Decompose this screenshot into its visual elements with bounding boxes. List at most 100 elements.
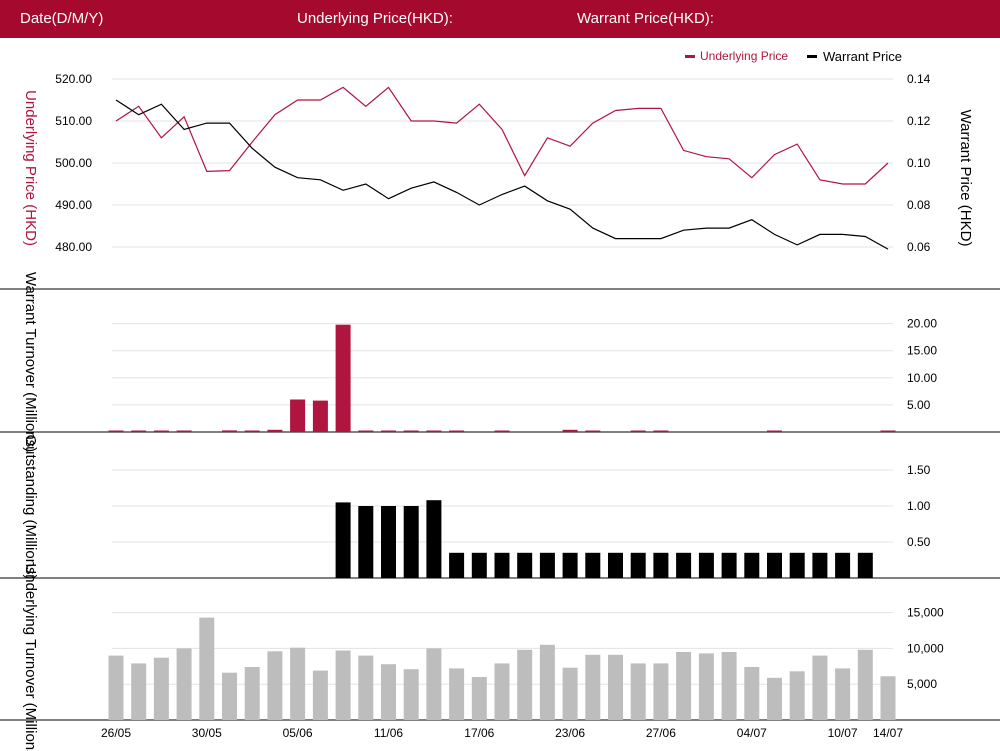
x-tick-label: 17/06	[464, 726, 494, 740]
panel1-bar	[630, 430, 646, 432]
panel1-bar	[381, 430, 396, 432]
panel3-bar	[153, 657, 169, 720]
panel2-bar	[539, 552, 555, 578]
legend-warrant-swatch	[807, 55, 817, 58]
panel2-bar	[698, 552, 714, 578]
panel1-tick: 20.00	[907, 317, 937, 331]
underlying-price-line	[115, 86, 889, 185]
panel3-bar	[267, 651, 283, 720]
panel2-bar	[585, 552, 601, 578]
panel3-bar	[744, 667, 760, 720]
x-tick-label: 14/07	[873, 726, 903, 740]
price-right-tick: 0.10	[907, 156, 931, 170]
price-right-tick: 0.14	[907, 72, 931, 86]
panel2-bar	[426, 500, 442, 578]
panel2-bar	[608, 552, 623, 578]
panel2-bar	[494, 552, 510, 578]
panel1-bar	[335, 324, 351, 432]
panel3-bar	[517, 649, 533, 720]
panel3-bar	[381, 664, 396, 720]
panel1-bar	[176, 430, 192, 432]
panel3-bar	[471, 677, 487, 720]
panel3-bar	[222, 672, 237, 720]
panel3-bar	[108, 655, 124, 720]
panel3-bar	[767, 677, 782, 720]
price-left-tick: 500.00	[55, 156, 92, 170]
panel3-bar	[358, 655, 374, 720]
panel2-tick: 1.50	[907, 463, 931, 477]
panel3-bar	[562, 667, 578, 720]
panel2-tick: 0.50	[907, 535, 931, 549]
panel1-bar	[585, 430, 601, 432]
panel2-bar	[562, 552, 578, 578]
panel2-bar	[653, 552, 669, 578]
warrant-price-line	[115, 99, 889, 250]
panel1-bar	[244, 430, 260, 432]
panel1-bar	[131, 430, 147, 432]
panel3-bar	[403, 669, 419, 720]
panel3-bar	[676, 652, 692, 720]
panel1-bar	[562, 429, 578, 432]
panel3-bar	[539, 644, 555, 720]
panel3-tick: 5,000	[907, 677, 937, 691]
panel3-axis-label: Underlying Turnover (Millions)	[22, 563, 39, 751]
panel2-bar	[471, 552, 487, 578]
panel2-bar	[767, 552, 782, 578]
panel2-bar	[517, 552, 533, 578]
panel1-bar	[403, 430, 419, 432]
panel2-bar	[358, 506, 374, 578]
panel3-bar	[585, 654, 601, 720]
panel3-bar	[176, 648, 192, 720]
panel1-bar	[222, 430, 237, 432]
panel2-axis-label: Outstanding (Millions)	[22, 434, 39, 579]
x-tick-label: 05/06	[283, 726, 313, 740]
panel3-bar	[244, 667, 260, 720]
panel2-bar	[676, 552, 692, 578]
panel1-bar	[267, 429, 283, 432]
x-tick-label: 26/05	[101, 726, 131, 740]
x-tick-label: 23/06	[555, 726, 585, 740]
legend-underlying-label: Underlying Price	[700, 49, 788, 63]
panel3-bar	[335, 650, 351, 720]
panel3-bar	[608, 654, 623, 720]
panel1-bar	[312, 400, 328, 432]
panel3-bar	[312, 670, 328, 720]
underlying-price-label: Underlying Price(HKD):	[297, 10, 453, 27]
price-right-tick: 0.06	[907, 240, 931, 254]
panel2-bar	[857, 552, 873, 578]
panel2-bar	[721, 552, 737, 578]
panel3-bar	[880, 676, 896, 720]
header-bar: Date(D/M/Y) Underlying Price(HKD): Warra…	[0, 0, 1000, 38]
panel1-tick: 5.00	[907, 398, 931, 412]
panel2-bar	[335, 502, 351, 578]
panel3-bar	[857, 649, 873, 720]
date-label: Date(D/M/Y)	[20, 10, 104, 27]
panel3-tick: 15,000	[907, 606, 944, 620]
panel1-bar	[449, 430, 465, 432]
legend-warrant-label: Warrant Price	[823, 49, 902, 64]
panel1-bar	[880, 430, 896, 432]
panel2-bar	[835, 552, 851, 578]
price-left-tick: 520.00	[55, 72, 92, 86]
panel2-bar	[744, 552, 760, 578]
panel1-tick: 15.00	[907, 344, 937, 358]
x-tick-label: 30/05	[192, 726, 222, 740]
panel1-bar	[767, 430, 782, 432]
x-tick-label: 04/07	[737, 726, 767, 740]
panel3-bar	[812, 655, 828, 720]
panel1-bar	[426, 430, 442, 432]
panel3-bar	[698, 653, 714, 720]
panel2-bar	[812, 552, 828, 578]
panel1-tick: 10.00	[907, 371, 937, 385]
warrant-price-axis-label: Warrant Price (HKD)	[957, 110, 974, 247]
x-tick-label: 10/07	[828, 726, 858, 740]
warrant-price-label: Warrant Price(HKD):	[577, 10, 714, 27]
panel1-axis-label: Warrant Turnover (Millions)	[22, 272, 39, 452]
panel2-tick: 1.00	[907, 499, 931, 513]
price-left-tick: 490.00	[55, 198, 92, 212]
panel1-bar	[290, 399, 306, 432]
panel3-bar	[199, 617, 215, 720]
x-tick-label: 27/06	[646, 726, 676, 740]
panel3-bar	[789, 671, 805, 720]
panel1-bar	[358, 430, 374, 432]
